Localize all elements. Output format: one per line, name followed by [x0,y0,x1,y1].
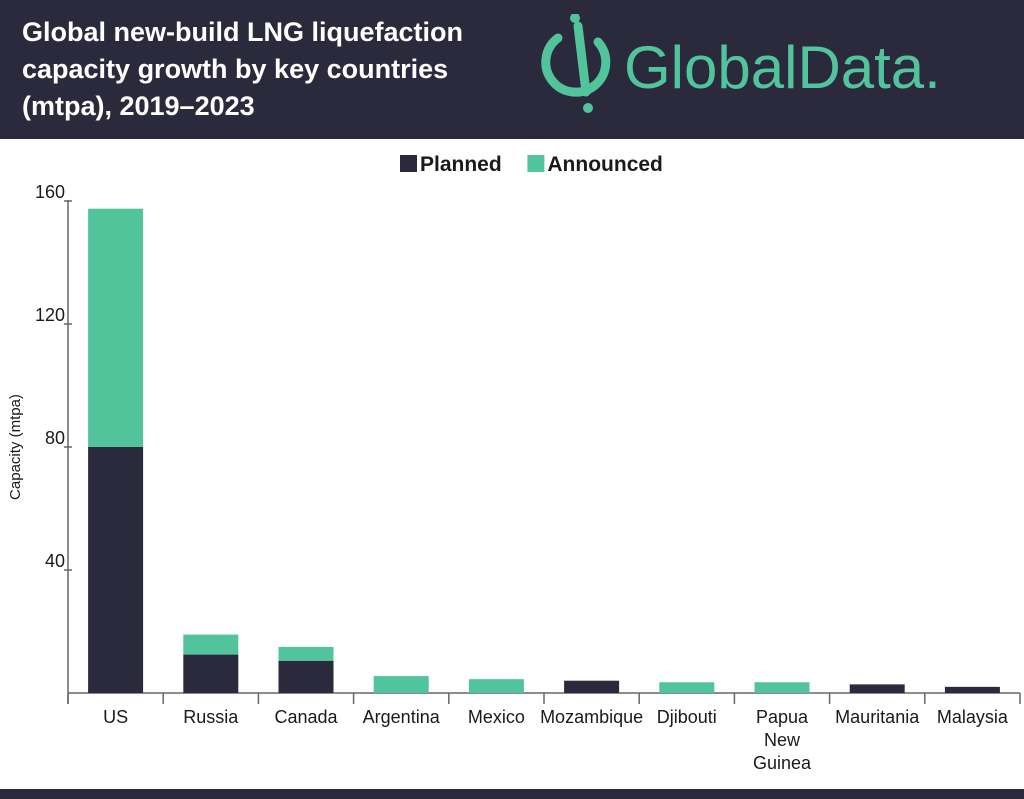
y-tick-label: 80 [45,428,65,448]
x-tick-label: Papua [756,707,809,727]
x-tick-label: Argentina [363,707,441,727]
legend-label: Planned [420,153,502,176]
brand-name: GlobalData. [624,34,941,101]
title-line: Global new-build LNG liquefaction [22,17,463,47]
x-tick-label: Russia [183,707,239,727]
bar-announced [659,682,715,693]
globaldata-mark-icon [541,14,611,113]
x-tick-label: Mauritania [835,707,920,727]
y-axis-label: Capacity (mtpa) [7,394,24,500]
chart-title: Global new-build LNG liquefaction capaci… [22,14,522,125]
x-tick-label: Djibouti [657,707,717,727]
x-tick-label: Guinea [753,753,812,773]
bar-planned [849,684,905,693]
legend-swatch [527,155,545,172]
globaldata-logo: GlobalData. [541,14,941,113]
bar-announced [373,676,429,693]
y-tick-label: 160 [35,182,65,202]
x-tick-label: Canada [274,707,338,727]
bar-announced [88,208,144,447]
bar-planned [88,447,144,693]
bar-planned [183,654,239,693]
y-tick-label: 40 [45,551,65,571]
x-tick-label: Malaysia [937,707,1009,727]
bar-chart: Planned Announced 40 80 120 160 Capacity (mtpa… [7,153,1021,773]
bar-announced [468,679,524,693]
bar-planned [564,680,620,693]
y-tick-label: 120 [35,305,65,325]
header-banner: Global new-build LNG liquefaction capaci… [0,0,1024,139]
x-tick-label: New [764,730,801,750]
footer-bar [0,789,1024,799]
bar-planned [278,660,334,693]
bar-announced [754,682,810,693]
title-line: capacity growth by key countries [22,54,449,84]
bar-announced [183,634,239,655]
title-line: (mtpa), 2019–2023 [22,91,255,121]
bar-announced [278,646,334,661]
legend-label: Announced [547,153,663,176]
x-tick-label: US [103,707,128,727]
x-tick-label: Mozambique [540,707,643,727]
bar-planned [944,686,1000,693]
x-tick-label: Mexico [468,707,525,727]
legend-swatch [400,155,417,172]
